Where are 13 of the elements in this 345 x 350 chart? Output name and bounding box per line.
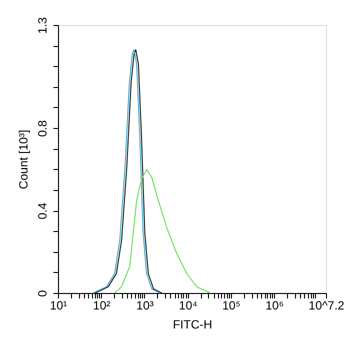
y-tick-label: 1.3 [36,16,50,34]
x-axis-title: FITC-H [172,318,212,332]
x-tick-label: 10² [93,298,110,312]
y-tick-label: 0 [36,290,50,297]
y-axis-title: Count [10³] [16,130,30,190]
x-tick-label: 10⁴ [178,298,198,312]
y-tick-label: 0.4 [36,202,50,220]
x-tick-label: 10¹ [50,298,68,312]
x-tick-label: 10⁵ [222,298,241,312]
x-tick-label: 10⁶ [265,298,284,312]
y-tick-label: 0.8 [36,120,50,137]
x-tick-label: 10³ [136,298,154,312]
x-tick-label: 10^7.2 [308,298,345,312]
